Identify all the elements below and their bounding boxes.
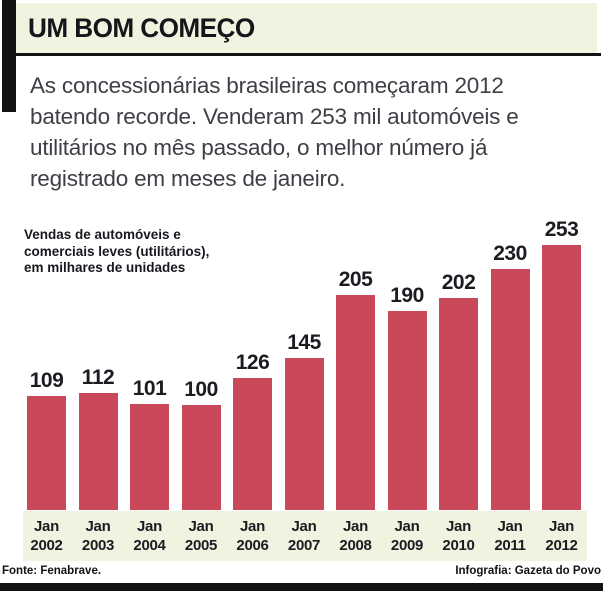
- bar-column: 112 Jan 2003: [78, 366, 118, 561]
- bar-column: 126 Jan 2006: [233, 351, 272, 561]
- x-axis-label: Jan 2005: [184, 518, 218, 554]
- bar-column: 230 Jan 2011: [490, 242, 530, 561]
- bar-column: 202 Jan 2010: [439, 271, 478, 561]
- bar-column: 100 Jan 2005: [181, 378, 221, 561]
- x-axis-label: Jan 2006: [236, 518, 269, 554]
- bar-value-label: 205: [338, 268, 373, 291]
- x-axis-label: Jan 2011: [494, 518, 526, 554]
- x-axis-label: Jan 2009: [390, 518, 424, 554]
- infographic-credit: Infografia: Gazeta do Povo: [455, 565, 601, 577]
- bar-value-label: 230: [493, 242, 527, 265]
- bar-value-label: 100: [184, 378, 218, 401]
- bar-value-label: 190: [390, 284, 424, 307]
- left-black-ribbon: [2, 0, 16, 112]
- bar: [284, 358, 324, 510]
- bar: [542, 245, 581, 510]
- x-axis-band: [23, 511, 587, 561]
- bar-column: 190 Jan 2009: [387, 284, 427, 561]
- bar: [387, 311, 427, 510]
- x-axis-label: Jan 2003: [81, 518, 115, 554]
- bar-value-label: 145: [287, 331, 321, 354]
- bar-value-label: 109: [29, 369, 64, 392]
- bar: [490, 269, 530, 510]
- bar: [78, 393, 118, 510]
- intro-line: batendo recorde. Venderam 253 mil automó…: [30, 104, 519, 129]
- chart-subtitle-line: em milhares de unidades: [24, 260, 186, 275]
- bar-column: 145 Jan 2007: [284, 331, 324, 561]
- bar-chart: 109 Jan 2002 112 Jan 2003 101 Jan 2004 100 Jan 2005…: [23, 218, 587, 561]
- intro-paragraph: As concessionárias brasileiras começaram…: [30, 70, 596, 194]
- chart-subtitle-line: comerciais leves (utilitários),: [24, 243, 210, 259]
- bar-value-label: 112: [81, 366, 115, 389]
- bar-value-label: 101: [132, 377, 167, 400]
- bar: [336, 295, 375, 510]
- x-axis-label: Jan 2004: [133, 518, 166, 554]
- intro-line: As concessionárias brasileiras começaram…: [30, 73, 504, 98]
- chart-subtitle: Vendas de automóveis e comerciais leves …: [24, 227, 254, 277]
- bar: [130, 404, 169, 510]
- bar-column: 253 Jan 2012: [542, 218, 581, 561]
- x-axis-label: Jan 2007: [287, 518, 321, 554]
- header-underline: [16, 53, 601, 56]
- intro-line: registrado em meses de janeiro.: [30, 166, 346, 191]
- intro-line: utilitários no mês passado, o melhor núm…: [30, 135, 488, 160]
- bar-value-label: 253: [544, 218, 579, 241]
- bar-value-label: 202: [441, 271, 476, 294]
- bar-column: 205 Jan 2008: [336, 268, 375, 561]
- source-credit: Fonte: Fenabrave.: [2, 565, 102, 577]
- bar: [27, 396, 66, 510]
- header-band: UM BOM COMEÇO: [16, 3, 597, 53]
- bar: [181, 405, 221, 510]
- x-axis-label: Jan 2010: [442, 518, 475, 554]
- footer: Fonte: Fenabrave. Infografia: Gazeta do …: [2, 565, 601, 577]
- chart-subtitle-line: Vendas de automóveis e: [24, 227, 181, 242]
- bar: [439, 298, 478, 510]
- bar-value-label: 126: [235, 351, 270, 374]
- bar-column: 109 Jan 2002: [27, 369, 66, 561]
- bar-column: 101 Jan 2004: [130, 377, 169, 561]
- bottom-black-bar: [0, 583, 603, 591]
- bar: [233, 378, 272, 510]
- x-axis-label: Jan 2002: [30, 518, 63, 554]
- page-title: UM BOM COMEÇO: [28, 12, 255, 43]
- x-axis-label: Jan 2012: [545, 518, 578, 554]
- x-axis-label: Jan 2008: [339, 518, 372, 554]
